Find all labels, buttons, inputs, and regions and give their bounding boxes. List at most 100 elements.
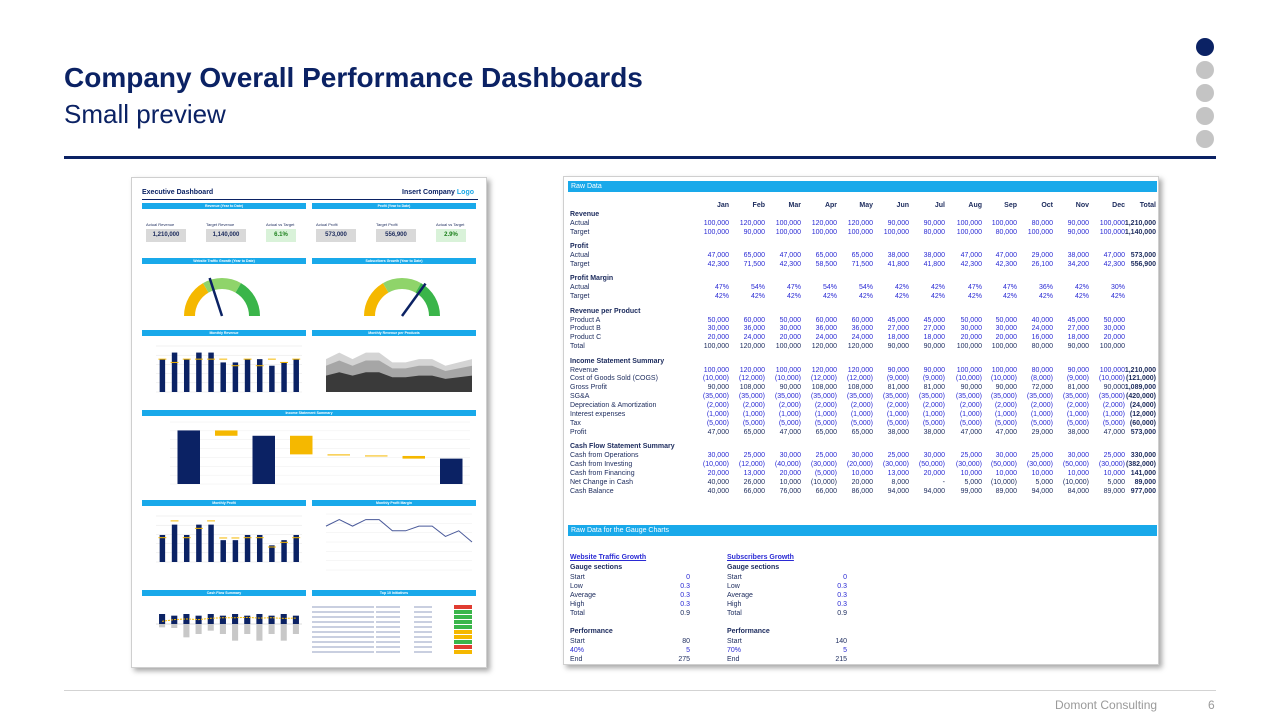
gauge-section-name: Average bbox=[570, 592, 596, 599]
month-header-row: Jan Feb Mar Apr May Jun Jul Aug Sep Oct Nov Dec Tota… bbox=[564, 201, 1158, 210]
month-header: Aug bbox=[968, 202, 982, 209]
data-cell: 27,000 bbox=[923, 325, 945, 333]
data-cell: 10,000 bbox=[960, 469, 982, 477]
cash-ops-bar bbox=[292, 615, 299, 624]
data-cell: 45,000 bbox=[923, 316, 945, 324]
initiative-status bbox=[454, 610, 472, 614]
month-header: Apr bbox=[824, 202, 837, 209]
data-cell: 42% bbox=[714, 293, 729, 301]
data-cell: (12,000) bbox=[846, 375, 873, 383]
data-cell: (35,000) bbox=[846, 393, 873, 401]
data-cell: (35,000) bbox=[774, 393, 801, 401]
data-cell: 60,000 bbox=[851, 316, 873, 324]
gauge-performance-label: Performance bbox=[570, 628, 613, 635]
data-cell: 80,000 bbox=[1031, 366, 1053, 374]
data-cell: 27,000 bbox=[887, 325, 909, 333]
month-header: Mar bbox=[788, 202, 801, 209]
row-label: Product A bbox=[570, 316, 601, 324]
data-cell: (10,000) bbox=[1062, 478, 1089, 486]
data-cell: 47,000 bbox=[1103, 252, 1125, 260]
gauge-sections-label: Gauge sections bbox=[727, 564, 780, 571]
row-label: Gross Profit bbox=[570, 384, 607, 392]
data-cell: (40,000) bbox=[774, 461, 801, 468]
data-cell: 1,089,000 bbox=[1124, 384, 1156, 392]
data-cell: (121,000) bbox=[1126, 375, 1156, 383]
initiative-name bbox=[312, 626, 374, 628]
data-cell: 47,000 bbox=[960, 428, 982, 436]
slide-dot bbox=[1196, 84, 1214, 102]
data-cell: 24,000 bbox=[815, 334, 837, 342]
initiative-owner bbox=[376, 646, 400, 648]
data-cell: 141,000 bbox=[1130, 469, 1156, 477]
data-cell: (1,000) bbox=[959, 411, 982, 418]
data-cell: (8,000) bbox=[1030, 375, 1053, 383]
initiative-status bbox=[454, 635, 472, 639]
revenue-products-chart bbox=[326, 352, 472, 392]
bar bbox=[244, 534, 251, 562]
gauge-performance-name: End bbox=[570, 656, 583, 663]
data-cell: 90,000 bbox=[923, 343, 945, 351]
data-cell: (35,000) bbox=[1062, 393, 1089, 401]
data-cell: (5,000) bbox=[886, 419, 909, 427]
data-cell: 30,000 bbox=[779, 452, 801, 460]
data-cell: 25,000 bbox=[815, 452, 837, 460]
data-cell: 42% bbox=[894, 284, 909, 292]
data-cell: 47,000 bbox=[779, 428, 801, 436]
data-cell: 40,000 bbox=[707, 478, 729, 486]
data-cell: 90,000 bbox=[1067, 228, 1089, 236]
gauge-section-value: 0.9 bbox=[680, 610, 690, 617]
data-cell: (5,000) bbox=[1102, 419, 1125, 427]
initiative-due bbox=[414, 631, 432, 633]
row-label: Actual bbox=[570, 252, 590, 260]
data-cell: 24,000 bbox=[1031, 325, 1053, 333]
data-cell: 26,000 bbox=[743, 478, 765, 486]
initiative-name bbox=[312, 606, 374, 608]
data-cell: 30,000 bbox=[707, 452, 729, 460]
row-label: Tax bbox=[570, 419, 581, 427]
data-cell: 18,000 bbox=[923, 334, 945, 342]
data-cell: 100,000 bbox=[956, 343, 982, 351]
row-label: SG&A bbox=[570, 393, 590, 401]
title-divider bbox=[64, 156, 1216, 159]
data-cell: 30,000 bbox=[851, 452, 873, 460]
data-cell: (1,000) bbox=[778, 411, 801, 418]
bar bbox=[244, 359, 251, 392]
kpi-value: 556,900 bbox=[376, 229, 416, 242]
section-revenue-ytd: Revenue (Year to Date) bbox=[142, 203, 306, 209]
data-cell: 89,000 bbox=[995, 487, 1017, 495]
slide-title: Company Overall Performance Dashboards bbox=[64, 62, 643, 93]
kpi-label: Actual Revenue bbox=[146, 222, 175, 227]
cash-flow-chart bbox=[156, 614, 302, 641]
data-cell: 42% bbox=[822, 293, 837, 301]
data-cell: (1,000) bbox=[850, 411, 873, 418]
data-cell: 80,000 bbox=[923, 228, 945, 236]
month-header: Jan bbox=[716, 202, 729, 209]
data-cell: 5,000 bbox=[1107, 478, 1125, 486]
data-cell: 13,000 bbox=[887, 469, 909, 477]
data-cell: 90,000 bbox=[887, 343, 909, 351]
data-cell: 38,000 bbox=[1067, 428, 1089, 436]
data-cell: (2,000) bbox=[1102, 402, 1125, 410]
row-label: Cash Balance bbox=[570, 487, 614, 495]
section-label: Profit bbox=[570, 243, 589, 251]
data-cell: 47,000 bbox=[995, 428, 1017, 436]
data-cell: 120,000 bbox=[739, 343, 765, 351]
gauge-section-value: 0.3 bbox=[680, 583, 690, 590]
data-cell: 45,000 bbox=[887, 316, 909, 324]
data-cell: 100,000 bbox=[775, 228, 801, 236]
data-cell: 120,000 bbox=[811, 219, 837, 227]
data-cell: 47,000 bbox=[995, 252, 1017, 260]
row-label: Target bbox=[570, 261, 590, 268]
data-cell: 20,000 bbox=[779, 469, 801, 477]
data-cell: 42% bbox=[930, 293, 945, 301]
data-cell: 42% bbox=[1074, 284, 1089, 292]
row-label: Cash from Investing bbox=[570, 461, 633, 468]
data-cell: (2,000) bbox=[959, 402, 982, 410]
cash-investing-bar bbox=[256, 624, 263, 641]
waterfall-bar bbox=[252, 435, 275, 484]
logo-word: Logo bbox=[456, 189, 474, 196]
gauge-table-title: Website Traffic Growth bbox=[570, 554, 647, 561]
data-cell: 30,000 bbox=[779, 325, 801, 333]
data-cell: 45,000 bbox=[1067, 316, 1089, 324]
data-cell: 47,000 bbox=[707, 428, 729, 436]
